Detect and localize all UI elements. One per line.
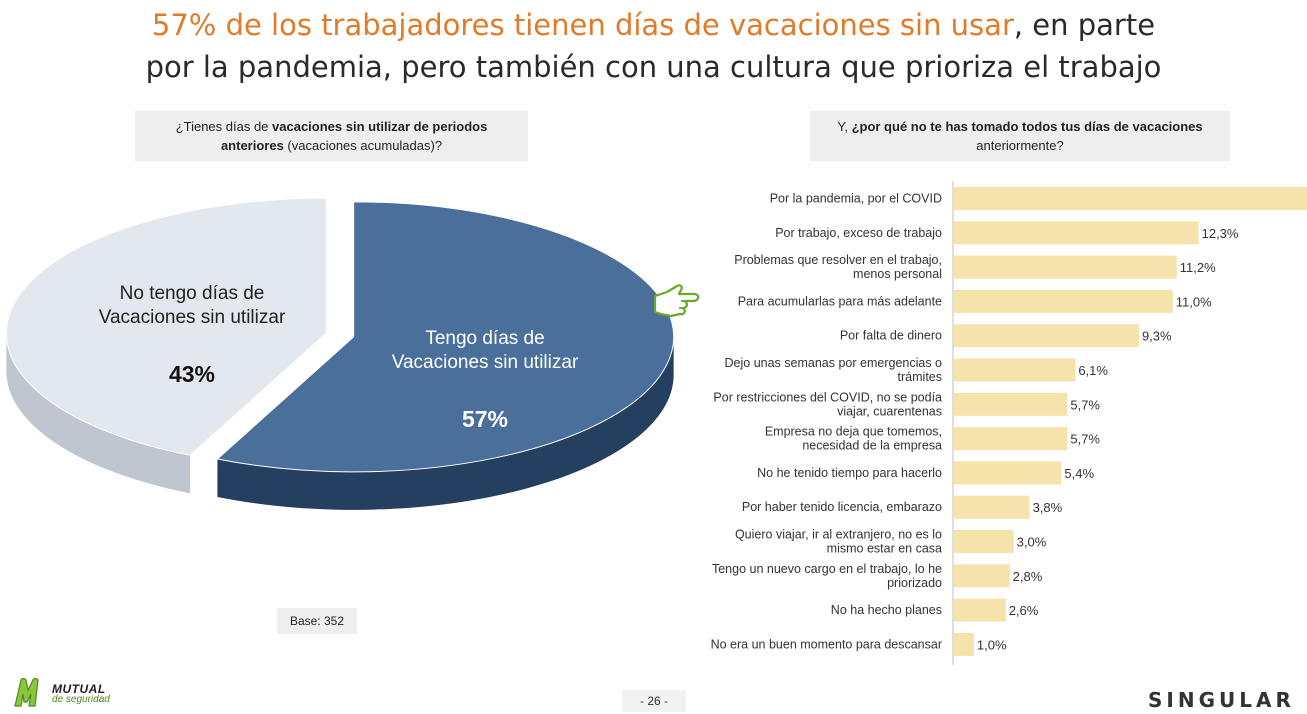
bar-category-label-2-0: Problemas que resolver en el trabajo,: [734, 253, 942, 267]
right-question-box: Y, ¿por qué no te has tomado todos tus d…: [810, 111, 1230, 161]
bar-category-label-12-0: No ha hecho planes: [831, 603, 942, 617]
pie-slice-label-1-line1: No tengo días de: [120, 283, 265, 304]
bar-10: [954, 530, 1014, 553]
bar-category-label-8-0: No he tenido tiempo para hacerlo: [757, 466, 942, 480]
bar-category-label-13-0: No era un buen momento para descansar: [711, 637, 942, 651]
bar-category-label-7-0: Empresa no deja que tomemos,: [765, 425, 942, 439]
bar-6: [954, 392, 1068, 416]
bar-3: [954, 289, 1173, 313]
mutual-logo-subtext: de seguridad: [52, 694, 110, 705]
bar-12: [954, 598, 1006, 622]
pointing-hand-icon: [653, 284, 700, 318]
mutual-logo: MUTUAL de seguridad: [12, 674, 132, 710]
bar-11: [954, 564, 1010, 588]
bar-category-label-3-0: Para acumularlas para más adelante: [738, 294, 942, 308]
pie-slice-label-1-line2: Vacaciones sin utilizar: [99, 307, 286, 328]
title-rest: , en parte: [1013, 8, 1156, 42]
bar-category-label-11-0: Tengo un nuevo cargo en el trabajo, lo h…: [712, 562, 942, 576]
pie-slice-yes-side: [217, 336, 674, 510]
bar-2: [954, 255, 1177, 279]
left-question-box: ¿Tienes días de vacaciones sin utilizar …: [135, 111, 528, 161]
pie-value-label-0: 57%: [462, 406, 508, 432]
bar-value-label-3: 11,0%: [1176, 294, 1212, 309]
bar-value-label-7: 5,7%: [1070, 432, 1100, 447]
pie-value-label-1: 43%: [169, 361, 215, 387]
bar-5: [954, 358, 1076, 382]
title-line-1: 57% de los trabajadores tienen días de v…: [0, 4, 1307, 46]
bar-category-label-2-1: menos personal: [853, 267, 942, 281]
title-line-2: por la pandemia, pero también con una cu…: [145, 50, 1162, 84]
base-label: Base: 352: [277, 608, 357, 634]
page-title: 57% de los trabajadores tienen días de v…: [0, 4, 1307, 88]
bar-value-label-9: 3,8%: [1033, 500, 1063, 515]
title-highlight: 57% de los trabajadores tienen días de v…: [151, 8, 1014, 42]
bar-0: [954, 187, 1307, 210]
pie-chart: Tengo días de Vacaciones sin utilizar 57% N…: [5, 197, 675, 510]
bar-9: [954, 495, 1030, 519]
right-question-post: anteriormente?: [976, 138, 1064, 153]
left-question-pre: ¿Tienes días de: [175, 119, 273, 134]
bar-value-label-6: 5,7%: [1070, 397, 1100, 412]
bar-value-label-1: 12,3%: [1202, 226, 1239, 241]
bar-value-label-11: 2,8%: [1013, 569, 1043, 584]
bar-category-label-11-1: priorizado: [887, 576, 942, 590]
pie-slice-label-0-line1: Tengo días de: [425, 328, 544, 349]
bar-category-label-5-1: trámites: [898, 370, 942, 384]
pie-slice-label-0-line2: Vacaciones sin utilizar: [392, 352, 579, 373]
bar-4: [954, 324, 1139, 348]
bar-category-label-6-1: viajar, cuarentenas: [837, 404, 942, 418]
right-question-bold: ¿por qué no te has tomado todos tus días…: [851, 119, 1203, 134]
bar-value-label-13: 1,0%: [977, 637, 1007, 652]
bar-value-label-12: 2,6%: [1009, 603, 1039, 618]
bar-value-label-5: 6,1%: [1078, 363, 1108, 378]
bar-category-label-9-0: Por haber tenido licencia, embarazo: [742, 500, 942, 514]
bar-value-label-10: 3,0%: [1017, 535, 1047, 550]
left-question-post: (vacaciones acumuladas)?: [283, 138, 443, 153]
bar-category-label-6-0: Por restricciones del COVID, no se podía: [713, 390, 942, 404]
bar-1: [954, 221, 1199, 245]
bar-category-label-0-0: Por la pandemia, por el COVID: [770, 192, 942, 206]
mutual-logo-mark: [14, 677, 39, 707]
pie-slice-yes: [216, 201, 675, 473]
bar-chart: Por la pandemia, por el COVID17,8%Por tr…: [711, 181, 1307, 665]
bar-value-label-4: 9,3%: [1142, 329, 1172, 344]
bar-category-label-7-1: necesidad de la empresa: [802, 439, 942, 453]
bar-category-label-10-1: mismo estar en casa: [827, 542, 942, 556]
bar-7: [954, 427, 1068, 451]
bar-category-label-5-0: Dejo unas semanas por emergencias o: [725, 356, 943, 370]
bar-category-label-4-0: Por falta de dinero: [840, 329, 942, 343]
mutual-logo-text: MUTUAL: [52, 682, 106, 696]
left-question-bold: vacaciones sin utilizar de periodos ante…: [220, 119, 488, 153]
bar-13: [954, 632, 974, 656]
pie-slice-no-side: [6, 333, 191, 494]
singular-logo: SINGULAR: [1148, 688, 1295, 712]
right-question-pre: Y,: [837, 119, 852, 134]
bar-8: [954, 461, 1062, 485]
page-number: - 26 -: [622, 690, 686, 712]
bar-value-label-2: 11,2%: [1180, 260, 1216, 275]
bar-value-label-8: 5,4%: [1064, 466, 1094, 481]
bar-category-label-10-0: Quiero viajar, ir al extranjero, no es l…: [735, 528, 942, 542]
bar-category-label-1-0: Por trabajo, exceso de trabajo: [775, 226, 942, 240]
pie-slice-no: [5, 197, 327, 456]
